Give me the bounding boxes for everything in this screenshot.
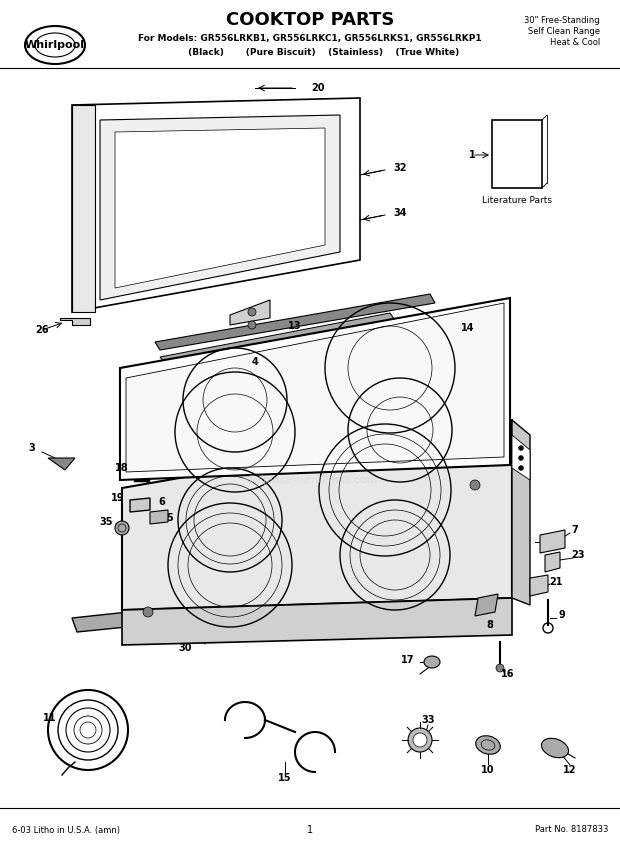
Text: 26: 26 — [35, 325, 49, 335]
Text: 12: 12 — [563, 765, 577, 775]
Text: 34: 34 — [393, 208, 407, 218]
Text: 8: 8 — [487, 620, 494, 630]
Polygon shape — [475, 594, 498, 616]
Text: Part No. 8187833: Part No. 8187833 — [534, 825, 608, 835]
Polygon shape — [115, 128, 325, 288]
Circle shape — [115, 521, 129, 535]
Text: 19: 19 — [111, 493, 125, 503]
Text: 4: 4 — [252, 357, 259, 367]
Text: 21: 21 — [549, 577, 563, 587]
Polygon shape — [72, 584, 395, 632]
Polygon shape — [72, 105, 95, 312]
Text: For Models: GR556LRKB1, GR556LRKC1, GR556LRKS1, GR556LRKP1: For Models: GR556LRKB1, GR556LRKC1, GR55… — [138, 33, 482, 43]
Text: 20: 20 — [311, 83, 325, 93]
Text: 3: 3 — [29, 443, 35, 453]
Text: 15: 15 — [278, 773, 292, 783]
Circle shape — [413, 733, 427, 747]
Polygon shape — [230, 300, 270, 325]
Polygon shape — [540, 530, 565, 553]
Text: 13: 13 — [288, 321, 302, 331]
Text: 6-03 Litho in U.S.A. (amn): 6-03 Litho in U.S.A. (amn) — [12, 825, 120, 835]
Polygon shape — [126, 303, 504, 472]
Ellipse shape — [476, 735, 500, 754]
Polygon shape — [100, 115, 340, 300]
Text: Heat & Cool: Heat & Cool — [550, 38, 600, 46]
Text: 30: 30 — [179, 643, 192, 653]
Text: eReplacementParts.com: eReplacementParts.com — [242, 475, 378, 485]
Circle shape — [248, 308, 256, 316]
Text: 9: 9 — [559, 610, 565, 620]
Text: 17: 17 — [401, 655, 415, 665]
Text: 18: 18 — [115, 463, 129, 473]
Polygon shape — [122, 598, 512, 645]
Circle shape — [470, 480, 480, 490]
Text: 16: 16 — [501, 669, 515, 679]
Polygon shape — [48, 458, 75, 470]
Text: 14: 14 — [461, 323, 475, 333]
Ellipse shape — [424, 656, 440, 668]
Text: Self Clean Range: Self Clean Range — [528, 27, 600, 35]
Text: 6: 6 — [159, 497, 166, 507]
Text: Whirlpool: Whirlpool — [25, 40, 85, 50]
Ellipse shape — [541, 738, 569, 758]
Text: 1: 1 — [307, 825, 313, 835]
Polygon shape — [120, 298, 510, 480]
Text: 32: 32 — [393, 163, 407, 173]
Circle shape — [518, 455, 523, 461]
Circle shape — [408, 728, 432, 752]
Text: 1: 1 — [469, 150, 476, 160]
Circle shape — [143, 607, 153, 617]
Polygon shape — [160, 313, 395, 363]
Text: 10: 10 — [481, 765, 495, 775]
Circle shape — [58, 700, 118, 760]
Polygon shape — [530, 575, 548, 596]
Polygon shape — [155, 294, 435, 350]
Polygon shape — [122, 420, 512, 610]
Circle shape — [518, 466, 523, 471]
Circle shape — [248, 321, 256, 329]
Text: 30" Free-Standing: 30" Free-Standing — [525, 15, 600, 25]
Polygon shape — [512, 420, 530, 605]
Text: 11: 11 — [43, 713, 57, 723]
Text: Literature Parts: Literature Parts — [482, 195, 552, 205]
Text: 5: 5 — [167, 513, 174, 523]
Text: 23: 23 — [571, 550, 585, 560]
Polygon shape — [492, 120, 542, 188]
Circle shape — [518, 445, 523, 450]
Polygon shape — [150, 510, 168, 524]
Text: (Black)       (Pure Biscuit)    (Stainless)    (True White): (Black) (Pure Biscuit) (Stainless) (True… — [161, 47, 459, 56]
Polygon shape — [512, 435, 530, 480]
Text: COOKTOP PARTS: COOKTOP PARTS — [226, 11, 394, 29]
Text: 35: 35 — [99, 517, 113, 527]
Polygon shape — [545, 552, 560, 572]
Polygon shape — [60, 318, 90, 325]
Text: 33: 33 — [421, 715, 435, 725]
Polygon shape — [72, 98, 360, 312]
Text: 7: 7 — [572, 525, 578, 535]
Circle shape — [496, 664, 504, 672]
Polygon shape — [130, 498, 150, 512]
